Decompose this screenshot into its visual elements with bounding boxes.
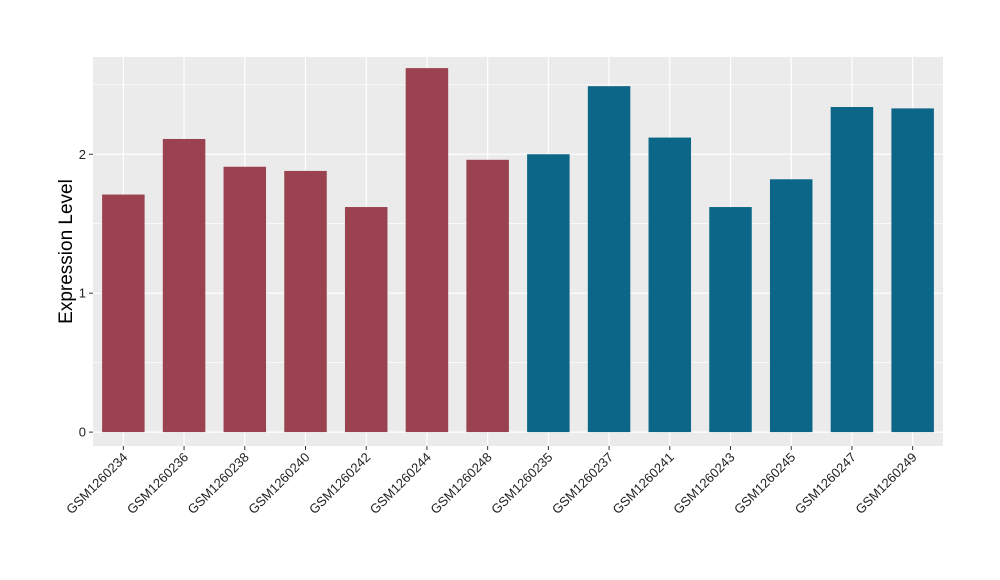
x-tick-label: GSM1260243 [670,450,737,517]
x-tick-label: GSM1260242 [306,450,373,517]
bar-GSM1260238 [223,166,267,433]
y-tick-label: 1 [79,286,86,301]
y-axis: 0 1 2 [79,147,93,440]
x-tick-label: GSM1260240 [245,450,312,517]
x-tick-label: GSM1260241 [610,450,677,517]
x-tick-label: GSM1260245 [731,450,798,517]
x-tick-label: GSM1260235 [488,450,555,517]
x-tick-label: GSM1260237 [549,450,616,517]
bar-GSM1260248 [466,159,509,433]
x-axis: GSM1260234GSM1260236GSM1260238GSM1260240… [63,446,920,517]
y-axis-label: Expression Level [56,179,77,324]
bar-GSM1260244 [405,68,449,433]
plot-panel [93,57,943,446]
x-tick-label: GSM1260244 [367,450,434,517]
bar-GSM1260247 [830,107,874,433]
x-tick-label: GSM1260247 [792,450,859,517]
bar-GSM1260236 [162,138,206,433]
bar-GSM1260235 [527,154,570,433]
y-tick-label: 2 [79,147,86,162]
x-tick-label: GSM1260238 [185,450,252,517]
bar-GSM1260242 [344,207,388,433]
bar-GSM1260240 [284,170,327,433]
bar-GSM1260237 [587,86,631,433]
bar-GSM1260234 [102,194,145,433]
x-tick-label: GSM1260249 [852,450,919,517]
bar-GSM1260249 [891,108,934,433]
bars [102,68,934,433]
bar-GSM1260245 [769,179,813,433]
y-tick-label: 0 [79,425,86,440]
bar-GSM1260243 [709,207,752,433]
x-tick-label: GSM1260248 [427,450,494,517]
x-tick-label: GSM1260234 [63,450,130,517]
x-tick-label: GSM1260236 [124,450,191,517]
bar-GSM1260241 [648,137,692,433]
